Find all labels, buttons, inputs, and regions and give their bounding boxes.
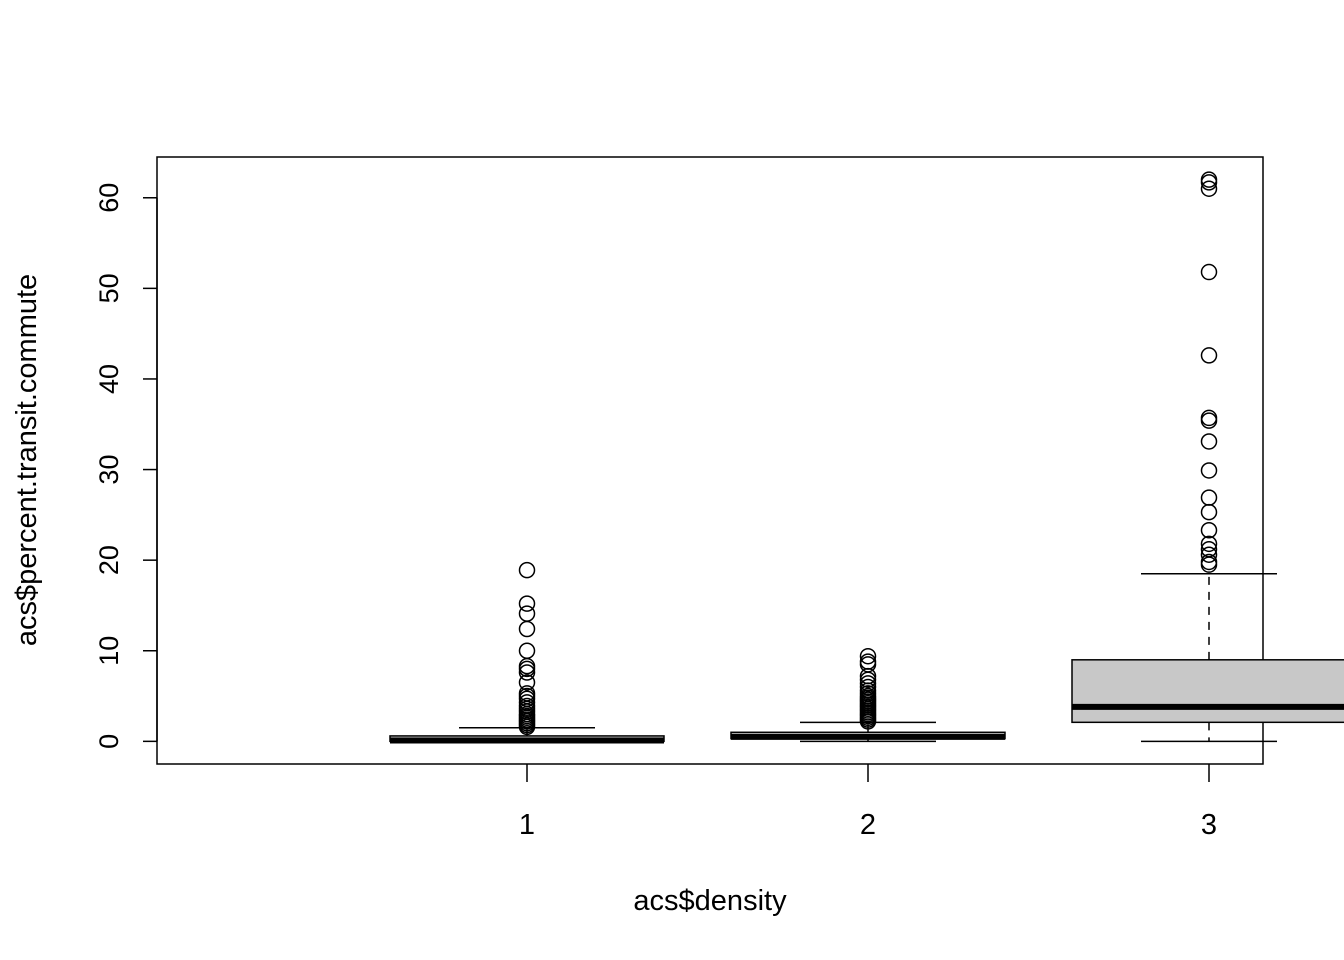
outlier-point <box>1200 522 1218 539</box>
outlier-point <box>1200 171 1218 188</box>
outlier-point <box>1200 462 1218 479</box>
outlier-point <box>859 678 877 696</box>
y-tick-label: 30 <box>94 455 124 485</box>
outlier-point <box>518 674 536 691</box>
outlier-point <box>518 620 536 638</box>
outlier-point <box>859 647 877 665</box>
y-tick-label: 20 <box>94 545 124 575</box>
x-axis-label: acs$density <box>633 885 787 917</box>
y-tick-label: 10 <box>94 636 124 666</box>
x-tick-label: 2 <box>860 809 876 841</box>
outlier-point <box>1200 263 1218 281</box>
outlier-point <box>1200 433 1218 450</box>
outlier-point <box>1200 546 1218 563</box>
outlier-point <box>1200 541 1218 558</box>
box-2 <box>730 647 1006 743</box>
outlier-point <box>1200 409 1218 427</box>
outlier-point <box>1200 553 1218 571</box>
outlier-point <box>1200 535 1218 553</box>
x-tick-label: 3 <box>1201 809 1217 841</box>
outlier-point <box>518 694 536 711</box>
x-axis: 1 2 3 <box>519 764 1217 841</box>
boxes-group <box>389 171 1344 744</box>
box-1 <box>389 561 665 744</box>
y-tick-label: 60 <box>94 183 124 213</box>
y-tick-label: 40 <box>94 364 124 394</box>
outlier-point <box>1200 503 1218 521</box>
outlier-point <box>518 642 536 660</box>
outlier-point <box>518 595 536 612</box>
outlier-point <box>518 697 536 715</box>
y-axis: 0 10 20 30 40 50 60 <box>94 183 158 749</box>
outlier-point <box>1200 489 1218 506</box>
outlier-point <box>859 653 877 670</box>
x-tick-label: 1 <box>519 809 535 841</box>
y-tick-label: 0 <box>94 734 124 749</box>
box-3 <box>1071 171 1344 743</box>
y-tick-label: 50 <box>94 273 124 303</box>
outlier-point <box>1200 347 1218 364</box>
outlier-point <box>859 675 877 692</box>
outlier-point <box>518 664 536 681</box>
outlier-point <box>518 605 536 622</box>
outlier-point <box>518 561 536 579</box>
outlier-point <box>1200 180 1218 197</box>
box-iqr <box>1071 659 1344 724</box>
outlier-point <box>518 685 536 702</box>
y-axis-label: acs$percent.transit.commute <box>11 274 43 646</box>
